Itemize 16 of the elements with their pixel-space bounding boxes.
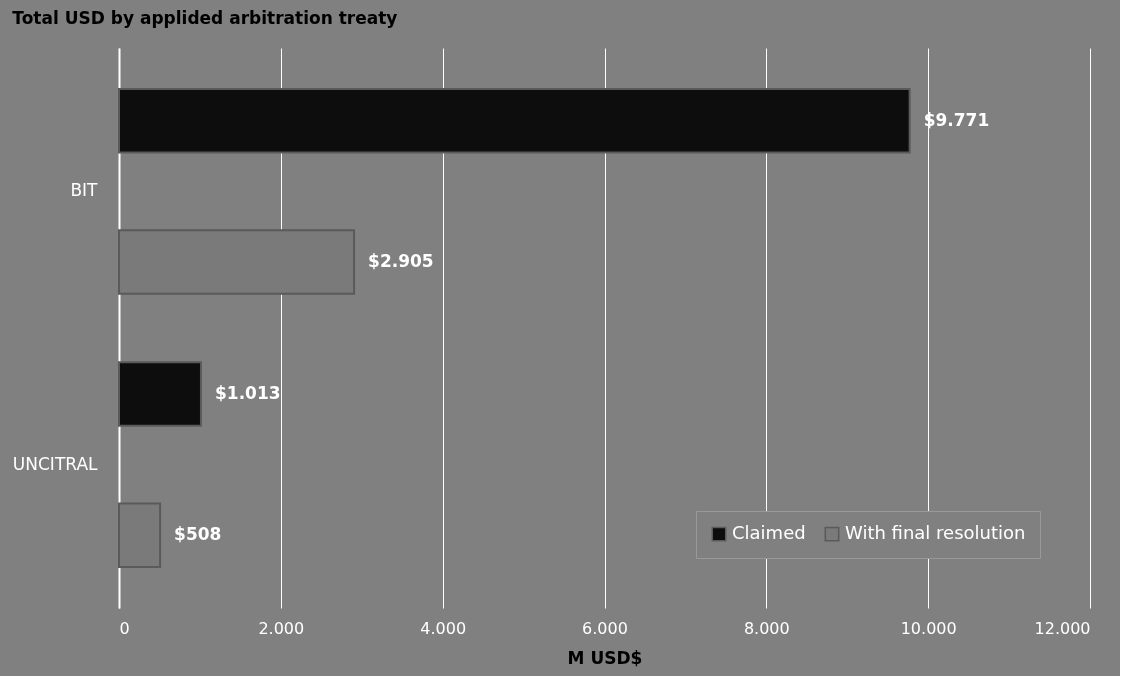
chart-title: Total USD by applided arbitration treaty [12,8,398,28]
x-tick-label: 2.000 [258,618,305,638]
x-tick-label: 4.000 [420,618,467,638]
data-label: $508 [174,524,222,545]
x-tick-label: 0 [119,618,130,638]
x-tick-label: 10.000 [900,618,957,638]
data-label: $1.013 [214,382,281,403]
x-tick-label: 12.000 [1034,618,1091,638]
legend-label: Claimed [732,522,806,544]
y-tick-label: UNCITRAL [12,453,99,474]
legend-label: With final resolution [845,522,1026,544]
x-tick-label: 6.000 [582,618,628,638]
x-axis-title: M USD$ [567,647,643,668]
y-tick-label: BIT [70,180,99,201]
data-label: $2.905 [368,251,434,272]
x-tick-label: 8.000 [743,618,790,638]
